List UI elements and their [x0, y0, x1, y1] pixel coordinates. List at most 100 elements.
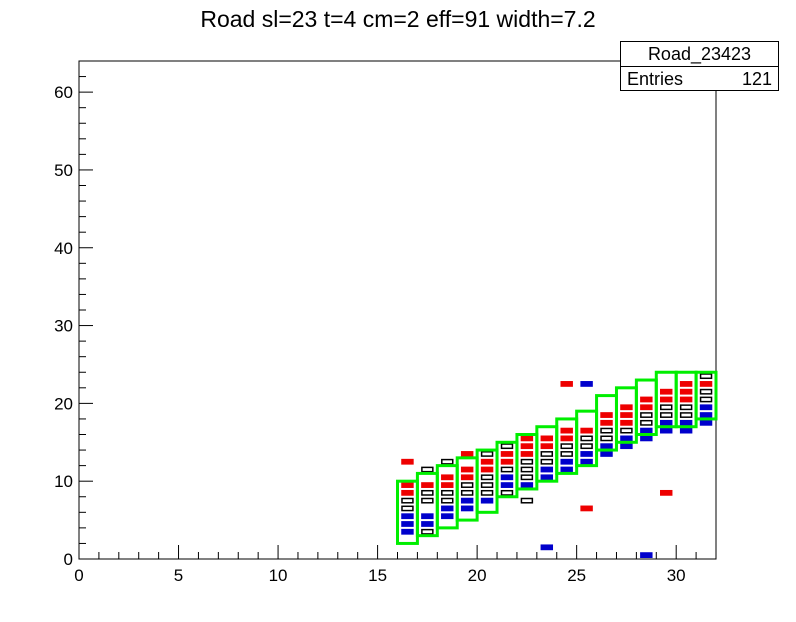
data-cell	[679, 427, 693, 434]
data-cell	[560, 443, 573, 450]
data-cell	[660, 388, 673, 395]
stats-box: Road_23423 Entries 121	[620, 41, 779, 91]
x-tick-label: 25	[567, 566, 586, 585]
data-cell	[460, 505, 474, 512]
x-tick-label: 0	[74, 566, 83, 585]
x-tick-label: 30	[667, 566, 686, 585]
data-cell	[620, 427, 633, 434]
data-cell	[500, 474, 514, 481]
data-cell	[401, 528, 414, 535]
data-cell	[580, 435, 593, 442]
data-cell	[480, 458, 494, 465]
stats-entries-row: Entries 121	[621, 67, 778, 91]
data-cell	[520, 458, 534, 465]
data-cell	[699, 388, 713, 395]
data-cell	[421, 466, 434, 473]
data-cell	[460, 474, 474, 481]
data-cell	[460, 482, 474, 488]
data-cell	[640, 419, 653, 426]
data-cell	[580, 381, 593, 387]
y-tick-label: 30	[54, 317, 73, 336]
data-cell	[660, 489, 673, 496]
data-cell	[520, 443, 534, 450]
y-tick-label: 60	[54, 83, 73, 102]
data-cell	[520, 466, 534, 473]
data-cell	[441, 482, 454, 488]
data-cell	[480, 489, 494, 496]
x-tick-label: 10	[269, 566, 288, 585]
data-cell	[441, 489, 454, 496]
data-cell	[441, 513, 454, 520]
data-cell	[401, 497, 414, 504]
data-cell	[540, 474, 554, 481]
data-cell	[520, 474, 534, 481]
data-cell	[679, 396, 693, 403]
data-cell	[480, 482, 494, 488]
data-cell	[640, 427, 653, 434]
data-cell	[460, 489, 474, 496]
data-cell	[580, 458, 593, 465]
data-cell	[520, 482, 534, 488]
data-cell	[421, 482, 434, 488]
data-cell	[560, 381, 573, 387]
data-cell	[699, 404, 713, 411]
data-cell	[480, 474, 494, 481]
data-cell	[500, 443, 514, 450]
data-cell	[660, 419, 673, 426]
data-cell	[640, 552, 653, 558]
data-cell	[699, 373, 713, 380]
data-cell	[480, 466, 494, 473]
data-cell	[441, 497, 454, 504]
y-tick-label: 0	[64, 550, 73, 569]
data-cell	[679, 388, 693, 395]
data-cell	[600, 443, 613, 450]
x-tick-label: 20	[468, 566, 487, 585]
stats-entries-label: Entries	[627, 69, 684, 89]
data-cell	[620, 419, 633, 426]
data-cell	[660, 396, 673, 403]
data-cell	[620, 443, 633, 450]
data-cell	[540, 544, 554, 551]
data-cell	[540, 451, 554, 457]
chart-title: Road sl=23 t=4 cm=2 eff=91 width=7.2	[200, 6, 596, 32]
data-cell	[640, 435, 653, 442]
data-cell	[620, 412, 633, 418]
data-cell	[600, 412, 613, 418]
data-cell	[421, 521, 434, 527]
data-cell	[421, 513, 434, 520]
data-cell	[560, 435, 573, 442]
data-cell	[679, 381, 693, 387]
data-cell	[699, 412, 713, 418]
data-cell	[540, 466, 554, 473]
stats-entries-value: 121	[741, 69, 772, 89]
data-cell	[520, 451, 534, 457]
data-cell	[460, 466, 474, 473]
data-cell	[699, 419, 713, 426]
data-cell	[441, 505, 454, 512]
data-cell	[620, 435, 633, 442]
data-cell	[401, 521, 414, 527]
data-cell	[600, 427, 613, 434]
x-tick-label: 5	[174, 566, 183, 585]
data-cell	[560, 451, 573, 457]
axes-layer: 0 5 10 15 20 25 30 0 10 20 30 40 50 60	[54, 60, 717, 585]
data-cell	[520, 497, 534, 504]
cells-layer	[401, 373, 713, 558]
data-cell	[580, 451, 593, 457]
data-cell	[640, 404, 653, 411]
data-cell	[580, 505, 593, 512]
data-cell	[460, 497, 474, 504]
data-cell	[560, 458, 573, 465]
data-cell	[421, 497, 434, 504]
data-cell	[401, 513, 414, 520]
y-tick-label: 10	[54, 472, 73, 491]
data-cell	[520, 435, 534, 442]
data-cell	[401, 482, 414, 488]
data-cell	[401, 458, 414, 465]
data-cell	[560, 427, 573, 434]
data-cell	[640, 412, 653, 418]
data-cell	[480, 451, 494, 457]
data-cell	[660, 404, 673, 411]
y-tick-label: 40	[54, 239, 73, 258]
data-cell	[500, 489, 514, 496]
